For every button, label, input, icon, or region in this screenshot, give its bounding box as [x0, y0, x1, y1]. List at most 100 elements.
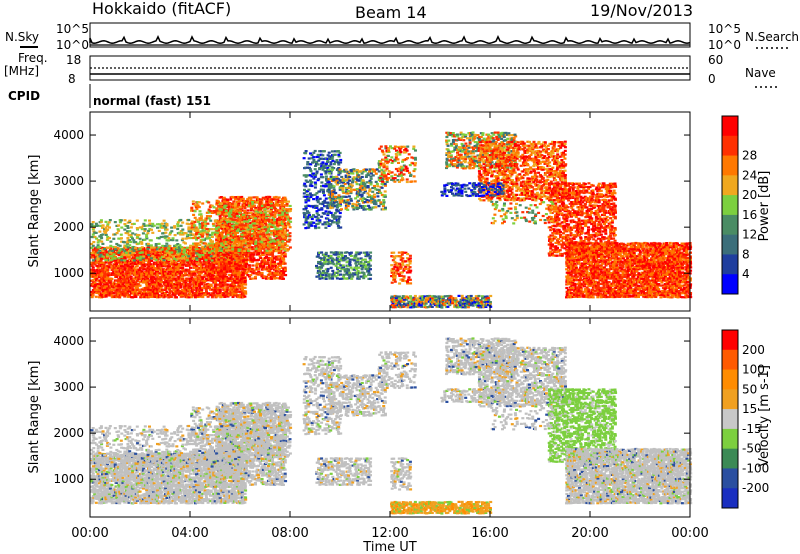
power-cell: [267, 261, 270, 263]
power-cell: [245, 236, 248, 238]
power-cell: [232, 221, 235, 223]
power-cell: [325, 272, 328, 274]
power-cell: [211, 259, 214, 261]
power-cell: [336, 159, 339, 161]
power-cell: [256, 234, 259, 236]
power-cell: [248, 266, 251, 268]
power-cell: [108, 237, 111, 239]
power-cell: [225, 210, 228, 212]
power-cell: [179, 219, 182, 221]
power-cell: [228, 212, 231, 214]
power-cell: [282, 219, 285, 221]
power-cell: [181, 267, 184, 269]
power-cell: [151, 255, 154, 257]
power-cell: [274, 216, 277, 218]
power-cell: [305, 150, 308, 152]
power-cell: [219, 278, 222, 280]
power-cell: [280, 228, 283, 230]
power-cell: [305, 201, 308, 203]
power-cell: [244, 224, 247, 226]
power-cell: [325, 252, 328, 254]
power-cell: [286, 214, 289, 216]
power-cell: [187, 219, 190, 221]
power-cell: [251, 278, 254, 280]
freq-label-line1: Freq.: [18, 51, 48, 65]
power-cell: [323, 221, 326, 223]
power-cell: [244, 293, 247, 295]
power-cell: [236, 254, 239, 256]
power-cell: [233, 215, 236, 217]
power-cell: [110, 278, 113, 280]
power-cell: [205, 291, 208, 293]
power-cell: [141, 246, 144, 248]
noise-tick-top: 10^5: [56, 22, 89, 36]
power-cell: [207, 230, 210, 232]
power-cell: [286, 245, 289, 247]
power-cell: [242, 268, 245, 270]
power-cell: [174, 294, 177, 296]
power-cell: [208, 252, 211, 254]
power-cell: [241, 274, 244, 276]
power-cell: [275, 196, 278, 198]
power-cell: [325, 198, 328, 200]
power-cell: [102, 255, 105, 257]
power-cell: [208, 237, 211, 239]
power-cell: [207, 201, 210, 203]
power-cell: [98, 246, 101, 248]
power-cell: [264, 208, 267, 210]
power-cell: [95, 232, 98, 234]
power-cell: [195, 257, 198, 259]
power-cell: [239, 200, 242, 202]
power-cell: [187, 226, 190, 228]
power-cell: [106, 254, 109, 256]
power-cell: [103, 248, 106, 250]
power-cell: [211, 228, 214, 230]
power-cell: [133, 259, 136, 261]
power-cell: [317, 178, 320, 180]
power-cell: [338, 267, 341, 269]
power-cell: [314, 168, 317, 170]
power-cell: [222, 226, 225, 228]
power-cell: [282, 278, 285, 280]
power-cell: [278, 268, 281, 270]
power-cell: [337, 163, 340, 165]
power-cell: [169, 276, 172, 278]
power-cell: [130, 276, 133, 278]
power-cell: [155, 259, 158, 261]
power-cell: [95, 296, 98, 298]
power-cell: [284, 274, 287, 276]
power-cell: [224, 243, 227, 245]
power-cell: [138, 234, 141, 236]
power-cell: [275, 250, 278, 252]
power-cell: [330, 212, 333, 214]
power-cell: [98, 231, 101, 233]
power-cell: [304, 152, 307, 154]
power-cell: [190, 207, 193, 209]
power-cell: [322, 189, 325, 191]
power-cell: [102, 224, 105, 226]
power-cell: [326, 202, 329, 204]
power-cell: [124, 219, 127, 221]
power-cell: [161, 285, 164, 287]
noise-right-label: N.Search: [745, 30, 799, 44]
power-cell: [167, 271, 170, 273]
power-cell: [192, 237, 195, 239]
power-cell: [165, 243, 168, 245]
power-cell: [265, 250, 268, 252]
power-cell: [130, 278, 133, 280]
power-cell: [150, 247, 153, 249]
power-cell: [200, 215, 203, 217]
power-cell: [340, 252, 343, 254]
power-cell: [325, 210, 328, 212]
power-cell: [317, 160, 320, 162]
power-cell: [339, 274, 342, 276]
power-cell: [105, 221, 108, 223]
power-cell: [201, 202, 204, 204]
power-cell: [314, 225, 317, 227]
power-cell: [277, 234, 280, 236]
power-cell: [311, 218, 314, 220]
power-cell: [273, 207, 276, 209]
power-cell: [287, 201, 290, 203]
power-cell: [226, 227, 229, 229]
power-cell: [208, 217, 211, 219]
